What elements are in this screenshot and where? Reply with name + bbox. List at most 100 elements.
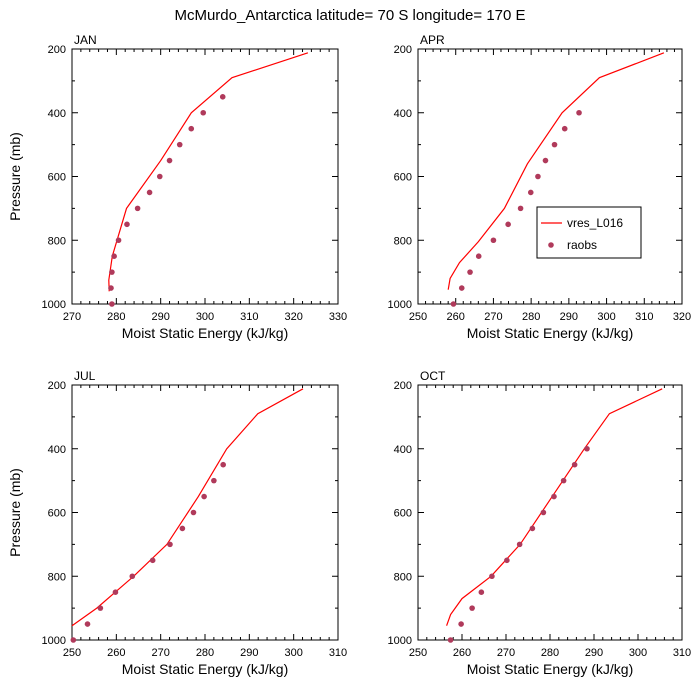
x-tick-label: 290 xyxy=(585,647,603,659)
raobs-point xyxy=(149,557,156,564)
raobs-point xyxy=(146,189,153,196)
raobs-point xyxy=(458,621,464,627)
raobs-point xyxy=(447,637,454,643)
x-tick-label: 260 xyxy=(107,647,125,659)
x-tick-label: 280 xyxy=(196,647,214,659)
y-tick-label: 200 xyxy=(394,380,412,392)
legend-label: vres_L016 xyxy=(567,216,623,230)
panel-label: JAN xyxy=(74,33,97,47)
raobs-point xyxy=(97,605,104,611)
x-tick-label: 320 xyxy=(673,311,691,323)
y-tick-label: 400 xyxy=(48,108,66,120)
raobs-point xyxy=(134,205,141,212)
x-tick-label: 280 xyxy=(107,311,125,323)
legend-label: raobs xyxy=(567,238,597,252)
raobs-point xyxy=(584,445,590,452)
x-tick-label: 300 xyxy=(196,311,214,323)
series-line-vres-l016 xyxy=(446,388,663,626)
y-tick-label: 800 xyxy=(48,235,66,247)
raobs-point xyxy=(560,477,567,484)
y-tick-label: 600 xyxy=(394,172,412,184)
x-tick-label: 270 xyxy=(63,311,81,323)
series-line-vres-l016 xyxy=(447,52,665,290)
legend-box xyxy=(536,206,642,259)
raobs-point xyxy=(124,221,130,228)
y-tick-label: 1000 xyxy=(388,635,412,647)
x-tick-label: 310 xyxy=(240,311,258,323)
raobs-point xyxy=(166,157,173,164)
raobs-point xyxy=(70,637,77,643)
x-tick-label: 330 xyxy=(329,311,347,323)
y-tick-label: 1000 xyxy=(388,299,412,311)
y-tick-label: 200 xyxy=(394,44,412,56)
x-tick-label: 300 xyxy=(629,647,647,659)
y-tick-label: 400 xyxy=(48,444,66,456)
x-tick-label: 270 xyxy=(151,647,169,659)
x-axis-title: Moist Static Energy (kJ/kg) xyxy=(122,325,289,341)
raobs-point xyxy=(450,301,457,307)
raobs-point xyxy=(201,493,207,500)
raobs-point xyxy=(540,509,547,516)
raobs-point xyxy=(112,589,119,595)
x-tick-label: 290 xyxy=(151,311,169,323)
raobs-point xyxy=(219,94,226,100)
panels: 270 280 290 300 310 320 330 200 400 600 800 1000 JAN… xyxy=(7,33,691,677)
raobs-point xyxy=(535,173,541,180)
raobs-point xyxy=(505,221,511,228)
x-tick-label: 270 xyxy=(497,647,515,659)
y-tick-label: 200 xyxy=(48,380,66,392)
raobs-point xyxy=(542,157,549,164)
raobs-point xyxy=(576,109,582,116)
raobs-point xyxy=(489,573,495,580)
plot-frame xyxy=(71,384,339,641)
panel-label: APR xyxy=(420,33,445,47)
y-tick-label: 800 xyxy=(48,571,66,583)
raobs-point xyxy=(571,461,578,468)
x-tick-label: 270 xyxy=(484,311,502,323)
raobs-point xyxy=(84,621,91,627)
x-axis-title: Moist Static Energy (kJ/kg) xyxy=(467,325,634,341)
x-tick-label: 250 xyxy=(409,311,427,323)
raobs-point xyxy=(478,589,485,595)
x-tick-label: 260 xyxy=(453,647,471,659)
panel-jan: 270 280 290 300 310 320 330 200 400 600 800 1000 JAN… xyxy=(7,33,347,341)
main-title: McMurdo_Antarctica latitude= 70 S longit… xyxy=(174,7,525,24)
x-axis-title: Moist Static Energy (kJ/kg) xyxy=(122,661,289,677)
y-tick-label: 1000 xyxy=(42,635,66,647)
plot-frame xyxy=(417,384,683,641)
x-tick-label: 250 xyxy=(63,647,81,659)
raobs-point xyxy=(467,269,473,275)
raobs-point xyxy=(517,205,524,212)
raobs-point xyxy=(529,525,536,532)
y-tick-label: 600 xyxy=(394,508,412,520)
y-tick-label: 600 xyxy=(48,508,66,520)
raobs-point xyxy=(109,301,115,307)
y-tick-label: 800 xyxy=(394,571,412,583)
raobs-point xyxy=(129,573,136,580)
raobs-point xyxy=(458,285,465,291)
x-tick-label: 290 xyxy=(560,311,578,323)
panel-apr: 250 260 270 280 290 300 310 320 200 400 600 800 1000… xyxy=(388,33,692,341)
raobs-point xyxy=(109,269,115,275)
raobs-point xyxy=(108,285,114,291)
raobs-point xyxy=(190,509,197,516)
raobs-point xyxy=(111,253,117,259)
x-tick-label: 250 xyxy=(409,647,427,659)
raobs-point xyxy=(475,253,482,259)
raobs-point xyxy=(551,141,558,148)
raobs-point xyxy=(551,493,557,500)
raobs-point xyxy=(156,173,163,180)
raobs-point xyxy=(220,461,226,468)
plot-frame xyxy=(71,48,339,305)
y-tick-label: 600 xyxy=(48,172,66,184)
x-tick-label: 300 xyxy=(597,311,615,323)
raobs-point xyxy=(469,605,475,611)
raobs-point xyxy=(188,125,195,132)
y-axis-title: Pressure (mb) xyxy=(7,468,23,557)
y-tick-label: 800 xyxy=(394,235,412,247)
x-tick-label: 280 xyxy=(541,647,559,659)
x-tick-label: 310 xyxy=(329,647,347,659)
y-axis-title: Pressure (mb) xyxy=(7,132,23,221)
